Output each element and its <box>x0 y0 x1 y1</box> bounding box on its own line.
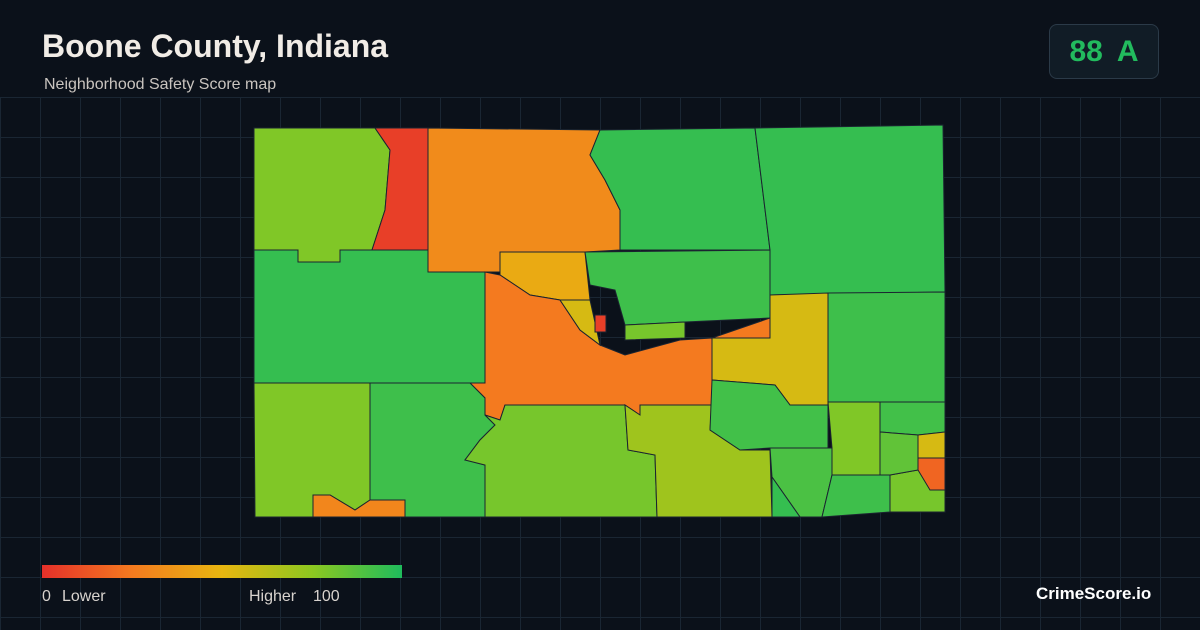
region <box>253 382 371 518</box>
title: Boone County, Indiana <box>42 28 389 64</box>
region <box>559 299 601 347</box>
region <box>827 401 881 476</box>
region <box>771 475 801 518</box>
legend-min-label: Lower <box>62 588 106 605</box>
legend-bar <box>42 565 402 578</box>
grade: A <box>1116 34 1139 68</box>
region <box>879 401 946 436</box>
region <box>917 431 946 459</box>
region <box>312 494 406 518</box>
score-badge: 88 A <box>1049 24 1159 79</box>
legend-max: 100 <box>313 588 340 605</box>
region <box>879 431 919 476</box>
region <box>253 127 391 263</box>
legend-min: 0 <box>42 588 51 605</box>
region <box>821 474 891 518</box>
region <box>624 321 686 341</box>
score: 88 <box>1069 34 1103 68</box>
region <box>594 314 607 333</box>
region <box>427 127 621 273</box>
brand: CrimeScore.io <box>1036 584 1152 603</box>
region <box>624 404 773 518</box>
region <box>584 249 771 326</box>
region <box>827 291 946 403</box>
legend-max-label: Higher <box>249 588 297 605</box>
region <box>754 124 946 296</box>
subtitle: Neighborhood Safety Score map <box>44 76 277 93</box>
